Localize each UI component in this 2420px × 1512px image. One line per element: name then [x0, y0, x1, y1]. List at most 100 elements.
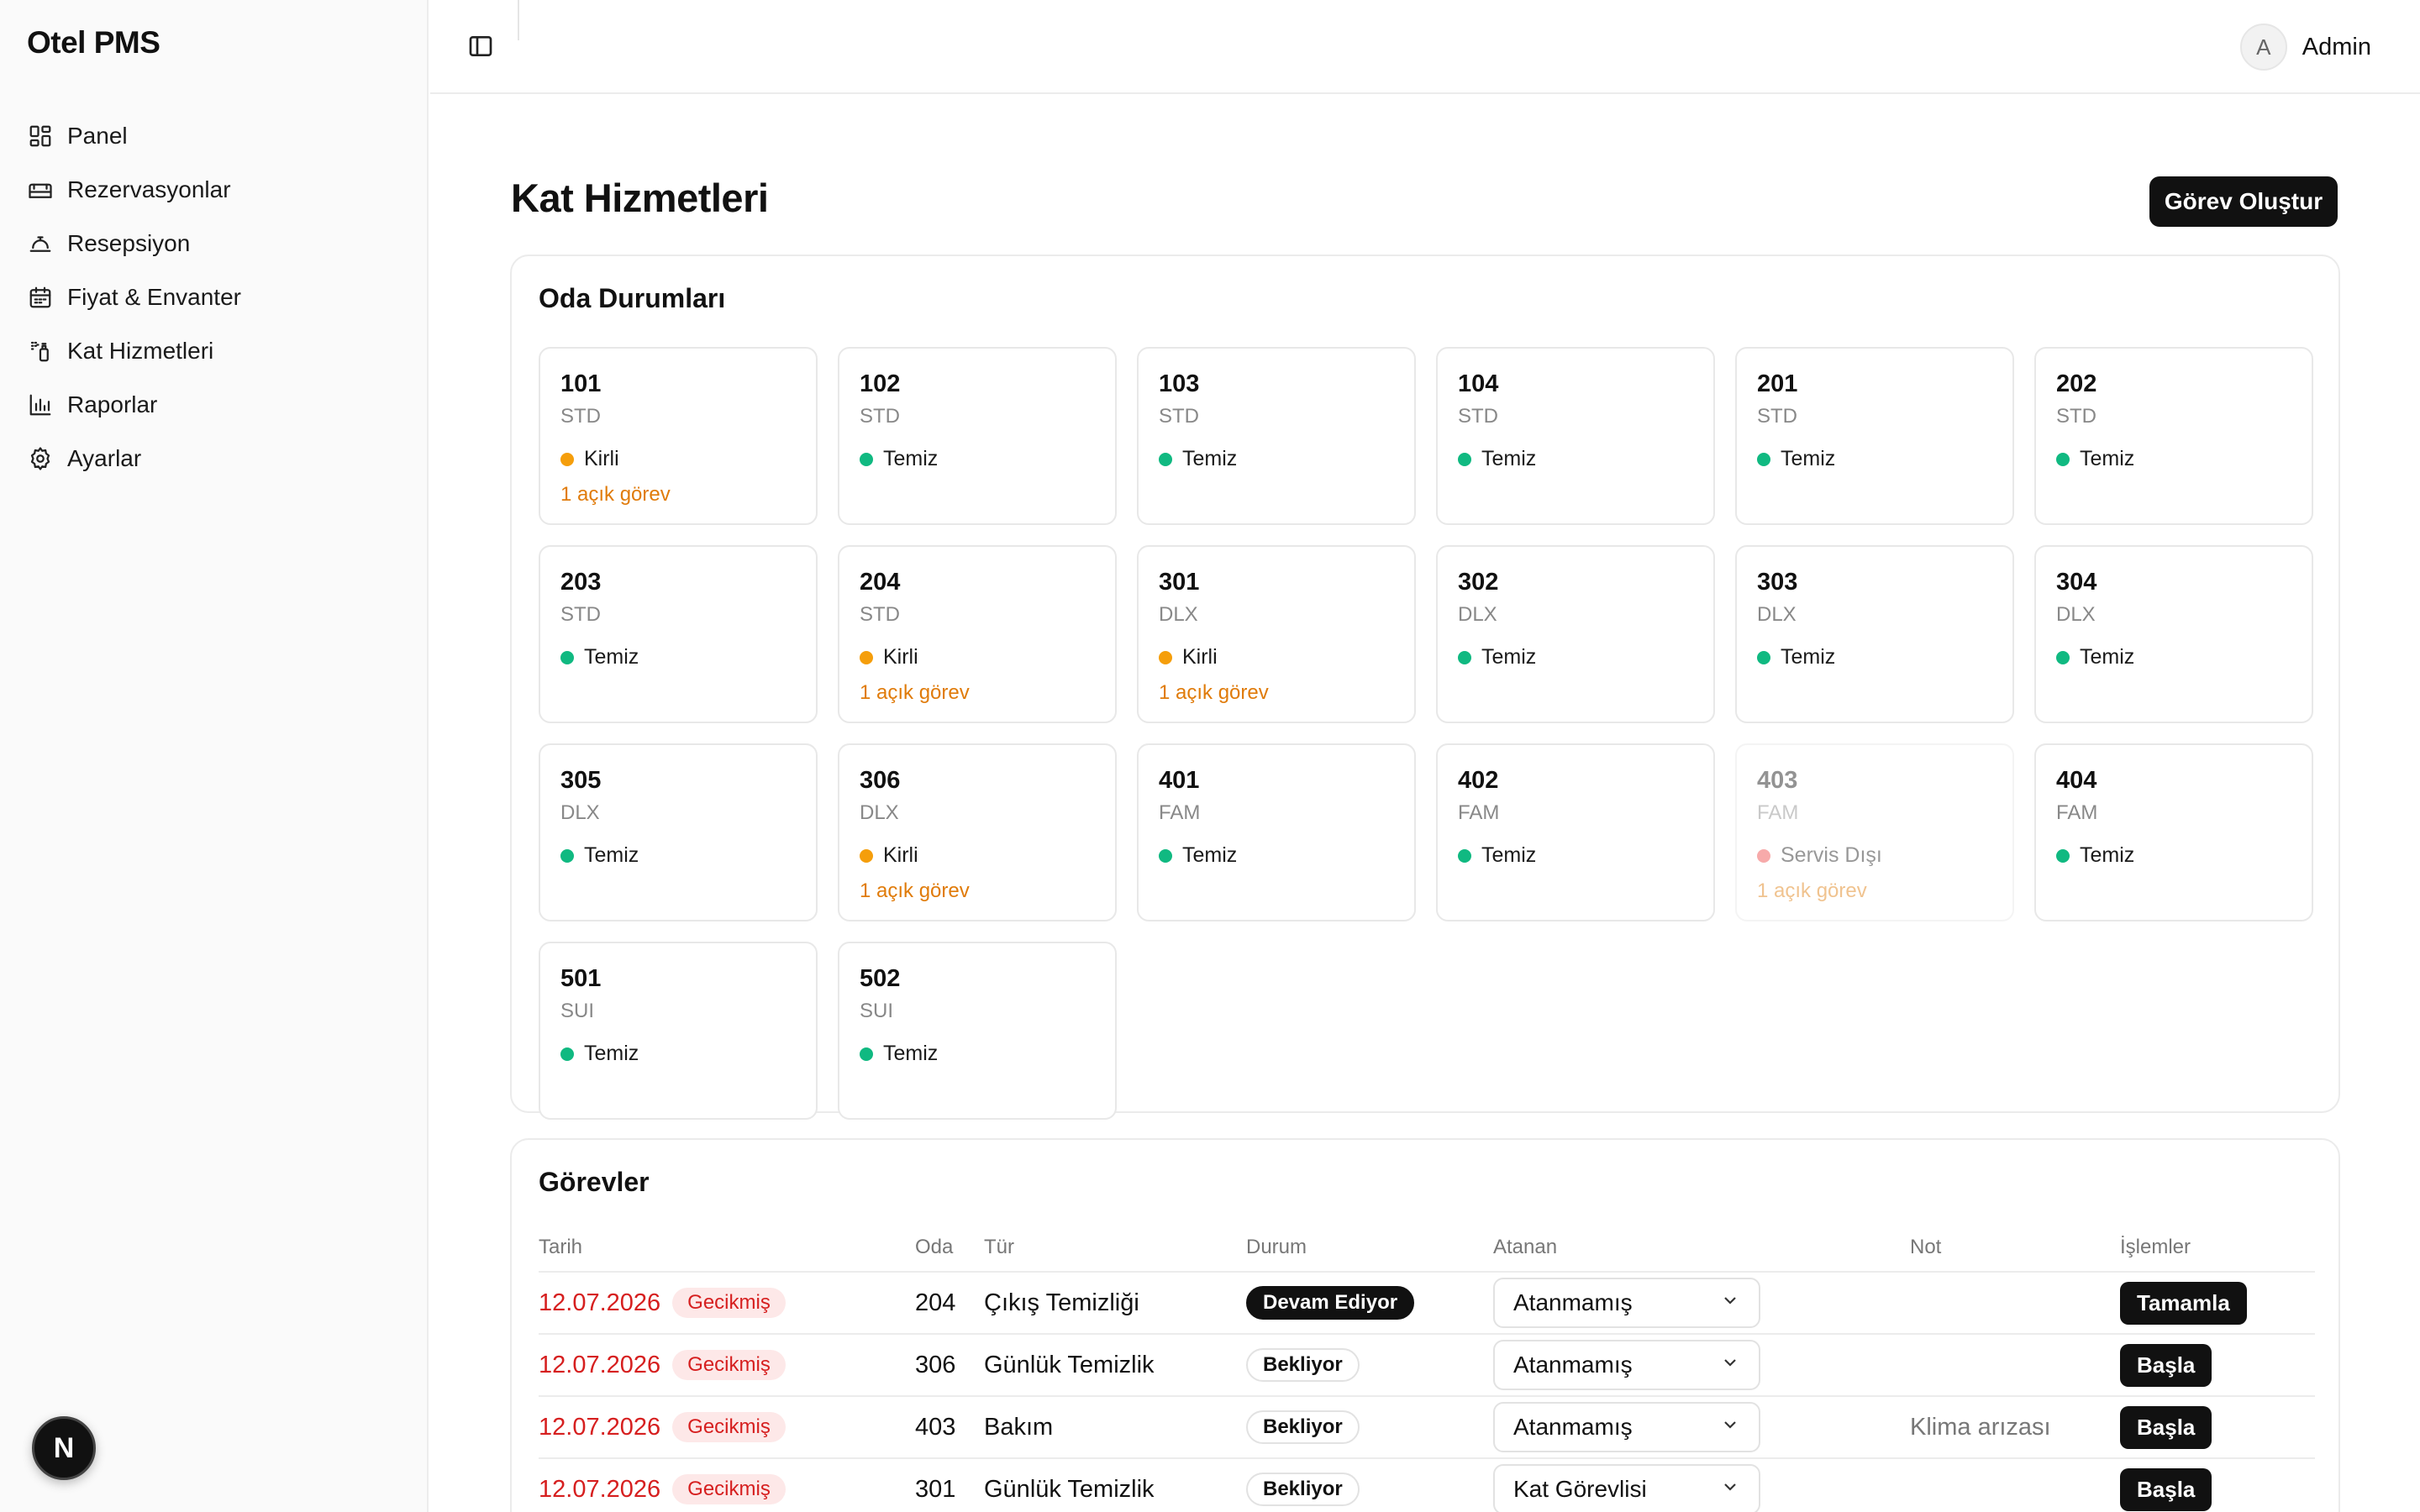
status-dot [1757, 452, 1770, 466]
room-status-label: Temiz [1481, 447, 1537, 470]
room-status: Temiz [560, 1042, 816, 1066]
tasks-title: Görevler [539, 1167, 650, 1197]
open-task-count: 1 açık görev [1757, 879, 1867, 902]
sidebar-item-ayarlar[interactable]: Ayarlar [27, 432, 402, 486]
dev-badge-letter: N [53, 1431, 75, 1464]
room-type: DLX [1458, 603, 1497, 626]
task-action-button[interactable]: Başla [2120, 1467, 2212, 1511]
cell-room: 403 [915, 1413, 956, 1441]
sidebar-item-fiyat-envanter[interactable]: Fiyat & Envanter [27, 270, 402, 324]
status-dot [860, 650, 873, 664]
room-status-label: Kirli [1182, 645, 1218, 669]
chevron-down-icon [1720, 1414, 1740, 1441]
room-status-label: Temiz [1481, 645, 1537, 669]
sidebar-item-resepsiyon[interactable]: Resepsiyon [27, 217, 402, 270]
room-status: Kirli [560, 447, 816, 471]
room-card[interactable]: 305 DLX Temiz [539, 743, 818, 921]
room-status-label: Temiz [1182, 447, 1238, 470]
room-number: 103 [1159, 370, 1200, 397]
open-task-count: 1 açık görev [860, 879, 970, 902]
room-status-label: Temiz [2080, 447, 2135, 470]
task-action-button[interactable]: Başla [2120, 1343, 2212, 1387]
cell-status: Bekliyor [1246, 1348, 1493, 1382]
room-type: SUI [560, 1000, 595, 1022]
room-type: STD [860, 405, 900, 428]
status-dot [2056, 848, 2070, 863]
sidebar-toggle-button[interactable] [464, 30, 497, 64]
room-type: STD [1757, 405, 1797, 428]
dev-tools-badge[interactable]: N [32, 1416, 96, 1480]
room-card[interactable]: 302 DLX Temiz [1436, 545, 1715, 723]
room-card[interactable]: 101 STD Kirli 1 açık görev [539, 347, 818, 525]
assignee-select[interactable]: Kat Görevlisi [1493, 1464, 1760, 1512]
status-badge: Bekliyor [1246, 1348, 1360, 1382]
room-number: 402 [1458, 767, 1499, 794]
room-card[interactable]: 303 DLX Temiz [1735, 545, 2014, 723]
room-card[interactable]: 103 STD Temiz [1137, 347, 1416, 525]
room-card[interactable]: 202 STD Temiz [2034, 347, 2313, 525]
room-type: FAM [1757, 801, 1799, 824]
room-grid: 101 STD Kirli 1 açık görev 102 STD Temiz 103 STD… [539, 347, 2313, 1120]
panel-left-icon [467, 33, 494, 62]
cell-assignee: Atanmamış [1493, 1340, 1910, 1390]
room-type: SUI [860, 1000, 894, 1022]
room-card[interactable]: 102 STD Temiz [838, 347, 1117, 525]
room-status: Kirli [860, 645, 1115, 669]
room-number: 502 [860, 965, 901, 992]
room-card[interactable]: 104 STD Temiz [1436, 347, 1715, 525]
room-card[interactable]: 306 DLX Kirli 1 açık görev [838, 743, 1117, 921]
room-card[interactable]: 201 STD Temiz [1735, 347, 2014, 525]
task-date: 12.07.2026 [539, 1351, 661, 1378]
room-status: Temiz [860, 447, 1115, 471]
room-number: 501 [560, 965, 602, 992]
sidebar-item-raporlar[interactable]: Raporlar [27, 378, 402, 432]
sidebar-item-label: Kat Hizmetleri [67, 338, 214, 364]
assignee-select[interactable]: Atanmamış [1493, 1278, 1760, 1328]
cell-room: 204 [915, 1289, 956, 1316]
room-number: 204 [860, 569, 901, 596]
room-card[interactable]: 401 FAM Temiz [1137, 743, 1416, 921]
status-dot [1757, 848, 1770, 863]
room-card[interactable]: 204 STD Kirli 1 açık görev [838, 545, 1117, 723]
table-row: 12.07.2026 Gecikmiş 204 Çıkış Temizliği Deva… [539, 1273, 2315, 1335]
room-status: Temiz [2056, 447, 2312, 471]
status-dot [560, 452, 574, 466]
user-menu[interactable]: A Admin [2239, 24, 2371, 71]
bar-chart-icon [27, 391, 54, 418]
open-task-count: 1 açık görev [860, 681, 970, 704]
room-card[interactable]: 203 STD Temiz [539, 545, 818, 723]
room-number: 304 [2056, 569, 2097, 596]
status-dot [1159, 452, 1172, 466]
assignee-value: Atanmamış [1513, 1289, 1633, 1315]
room-card[interactable]: 501 SUI Temiz [539, 942, 818, 1120]
room-status: Temiz [1159, 447, 1414, 471]
status-badge: Bekliyor [1246, 1410, 1360, 1444]
sidebar-item-panel[interactable]: Panel [27, 109, 402, 163]
room-type: STD [1458, 405, 1498, 428]
room-number: 301 [1159, 569, 1200, 596]
room-card[interactable]: 403 FAM Servis Dışı 1 açık görev [1735, 743, 2014, 921]
room-card[interactable]: 404 FAM Temiz [2034, 743, 2313, 921]
create-task-button[interactable]: Görev Oluştur [2149, 176, 2338, 227]
cell-assignee: Atanmamış [1493, 1402, 1910, 1452]
room-card[interactable]: 502 SUI Temiz [838, 942, 1117, 1120]
cell-actions: Başla [2120, 1343, 2315, 1387]
room-status-label: Temiz [1781, 447, 1836, 470]
room-card[interactable]: 301 DLX Kirli 1 açık görev [1137, 545, 1416, 723]
task-action-button[interactable]: Başla [2120, 1405, 2212, 1449]
room-status-label: Temiz [1182, 843, 1238, 867]
room-card[interactable]: 304 DLX Temiz [2034, 545, 2313, 723]
gear-icon [27, 445, 54, 472]
room-card[interactable]: 402 FAM Temiz [1436, 743, 1715, 921]
col-note: Not [1910, 1236, 1942, 1258]
status-dot [1159, 650, 1172, 664]
sidebar-item-kat-hizmetleri[interactable]: Kat Hizmetleri [27, 324, 402, 378]
assignee-select[interactable]: Atanmamış [1493, 1340, 1760, 1390]
sidebar-item-rezervasyonlar[interactable]: Rezervasyonlar [27, 163, 402, 217]
chevron-down-icon [1720, 1289, 1740, 1316]
col-status: Durum [1246, 1236, 1307, 1258]
assignee-select[interactable]: Atanmamış [1493, 1402, 1760, 1452]
room-number: 305 [560, 767, 602, 794]
task-action-button[interactable]: Tamamla [2120, 1281, 2247, 1325]
room-status-label: Temiz [883, 447, 939, 470]
